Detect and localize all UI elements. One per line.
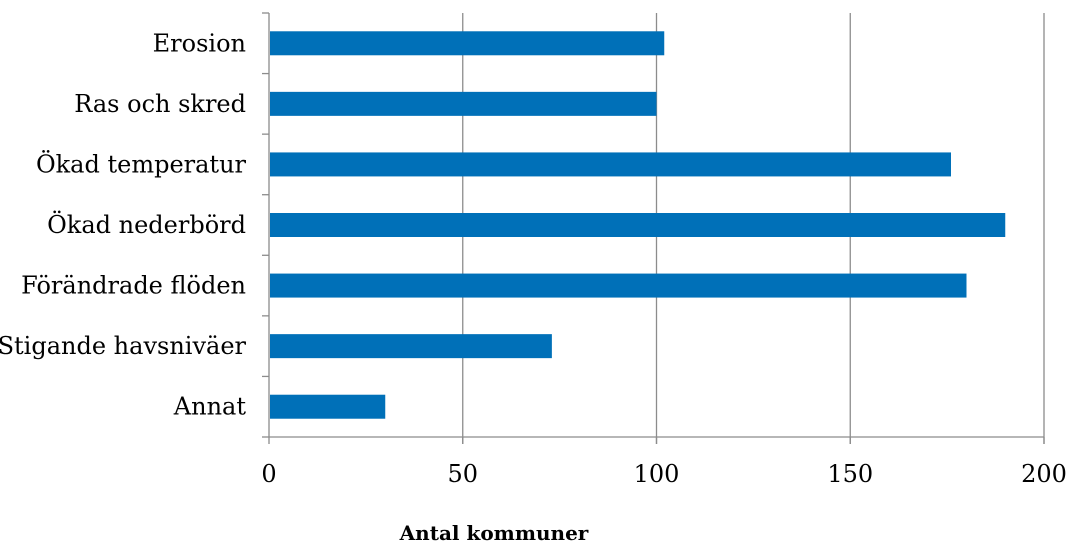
category-label-6: Annat — [173, 393, 247, 421]
x-tick-label-50: 50 — [447, 460, 478, 488]
category-label-5: Stigande havsniväer — [0, 332, 247, 360]
bar-6 — [270, 394, 386, 419]
x-tick-labels: 0 50 100 150 200 — [261, 460, 1067, 488]
axes — [262, 12, 1045, 444]
x-axis-title: Antal kommuner — [399, 521, 589, 543]
category-label-4: Förändrade flöden — [21, 272, 246, 300]
bar-3 — [270, 213, 1006, 237]
category-labels: Erosion Ras och skred Ökad temperatur Ökad… — [0, 29, 247, 420]
x-tick-label-0: 0 — [261, 460, 276, 488]
bar-4 — [270, 273, 967, 298]
x-tick-label-150: 150 — [827, 460, 873, 488]
category-label-3: Ökad nederbörd — [47, 210, 246, 239]
bar-5 — [270, 334, 552, 359]
bar-0 — [270, 31, 665, 56]
category-label-0: Erosion — [153, 29, 246, 57]
category-label-2: Ökad temperatur — [36, 149, 247, 178]
bar-2 — [270, 152, 951, 177]
bar-1 — [270, 91, 657, 116]
x-tick-label-100: 100 — [634, 460, 680, 488]
category-label-1: Ras och skred — [74, 90, 246, 118]
bars — [270, 31, 1006, 419]
x-tick-label-200: 200 — [1021, 460, 1067, 488]
